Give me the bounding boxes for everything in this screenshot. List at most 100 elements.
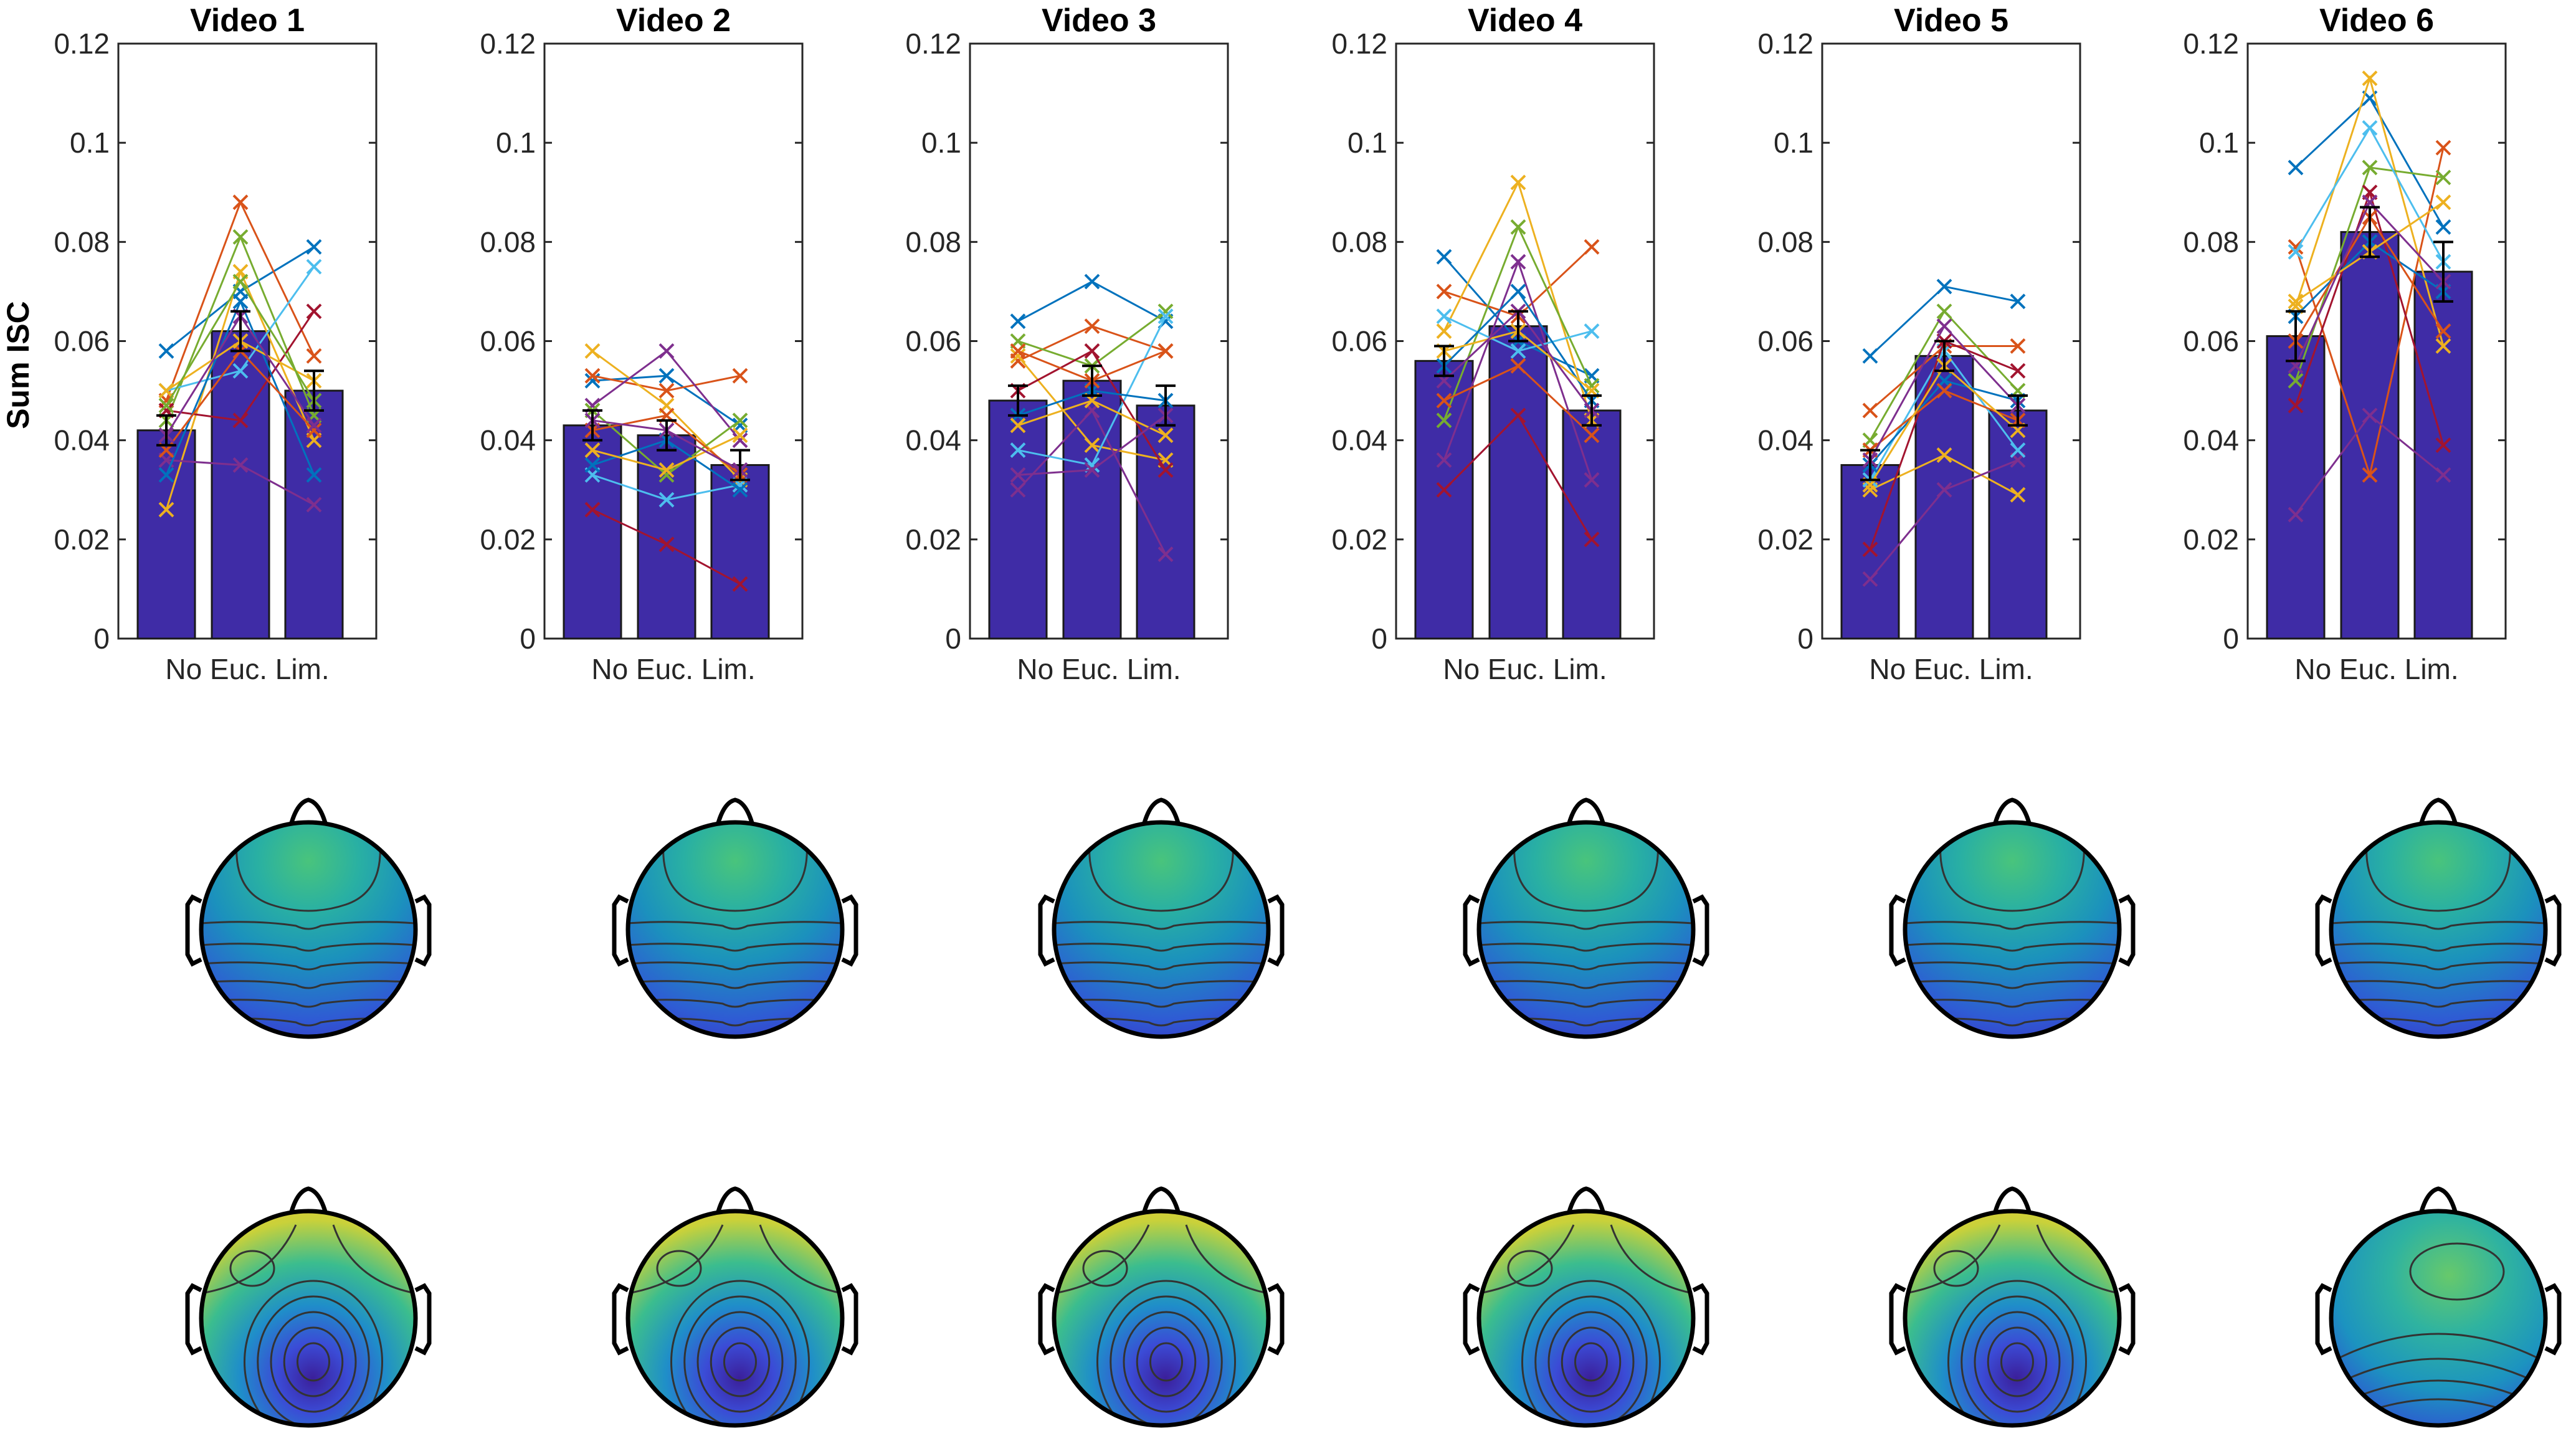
head-outline: [199, 820, 418, 1039]
subject-marker: [658, 368, 675, 384]
y-tick-label: 0.08: [54, 226, 110, 258]
panel-title: Video 3: [1042, 2, 1156, 39]
subject-marker: [306, 497, 322, 513]
subject-marker: [732, 412, 748, 429]
subject-marker: [584, 368, 601, 384]
left-ear: [1463, 1283, 1480, 1356]
subject-marker: [158, 502, 174, 518]
topoplot-spatial-filter: [1463, 1186, 1709, 1428]
right-ear: [1267, 1283, 1285, 1356]
y-tick-label: 0.02: [480, 523, 536, 556]
subject-marker: [2288, 244, 2304, 260]
subject-marker: [658, 462, 675, 478]
subject-marker: [2288, 159, 2304, 176]
y-tick-label: 0.06: [2183, 325, 2239, 358]
right-ear: [1267, 894, 1285, 967]
bar-euc: [1488, 325, 1548, 640]
y-tick-label: 0.1: [496, 126, 536, 159]
error-bar: [1508, 310, 1528, 343]
subject-line: [1017, 310, 1166, 367]
head-outline: [1052, 820, 1271, 1039]
y-axis-label: Sum ISC: [1, 301, 36, 429]
subject-marker: [158, 397, 174, 414]
subject-marker: [1436, 482, 1452, 498]
topoplot-forward-model: [2315, 797, 2562, 1039]
error-bar: [2286, 310, 2306, 363]
scalp-map: [201, 1211, 416, 1425]
scalp-map: [1054, 1211, 1268, 1425]
subject-marker: [2010, 338, 2026, 354]
subject-marker: [2362, 407, 2378, 424]
nose: [288, 1186, 328, 1214]
subject-marker: [1084, 318, 1100, 335]
subject-marker: [1436, 308, 1452, 325]
right-ear: [414, 894, 432, 967]
error-bar: [1434, 345, 1454, 378]
left-ear: [1038, 1283, 1055, 1356]
left-ear: [612, 894, 629, 967]
subject-marker: [584, 502, 601, 518]
subject-marker: [1862, 348, 1878, 364]
subject-marker: [2288, 373, 2304, 389]
y-tick-label: 0.02: [1331, 523, 1387, 556]
subject-marker: [1862, 541, 1878, 558]
contour-lines: [1479, 1224, 1693, 1425]
subject-marker: [1510, 174, 1526, 191]
bar-lim: [1988, 409, 2048, 640]
left-ear: [1889, 894, 1906, 967]
scalp-map: [2331, 1211, 2545, 1425]
subject-marker: [2435, 219, 2451, 235]
bar-chart-panel: Video 1 0 0.02 0.04 0.06 0.08 0.1 0.12 No Euc. L…: [54, 2, 378, 685]
subject-marker: [1157, 303, 1174, 320]
subject-marker: [2362, 120, 2378, 136]
subject-marker: [732, 368, 748, 384]
subject-marker: [1584, 378, 1600, 394]
error-bar: [2433, 240, 2453, 303]
topoplot-forward-model: [1889, 797, 2136, 1039]
y-tick-label: 0.02: [1757, 523, 1813, 556]
left-ear: [1038, 894, 1055, 967]
panel-title: Video 5: [1894, 2, 2008, 39]
contour-lines: [1905, 1224, 2119, 1425]
y-tick-label: 0.02: [2183, 523, 2239, 556]
subject-marker: [2010, 487, 2026, 503]
subject-marker: [584, 343, 601, 359]
subject-marker: [2288, 397, 2304, 414]
subject-marker: [1084, 343, 1100, 359]
error-bar: [2360, 206, 2380, 259]
nose: [288, 797, 328, 825]
subject-marker: [158, 467, 174, 483]
subject-marker: [1010, 343, 1026, 359]
left-ear: [185, 894, 202, 967]
y-tick-label: 0.12: [1757, 27, 1813, 60]
nose: [715, 797, 755, 825]
y-tick-label: 0.04: [54, 424, 110, 457]
left-ear: [1463, 894, 1480, 967]
subject-marker: [1084, 273, 1100, 290]
head-outline: [1476, 820, 1696, 1039]
nose: [1566, 797, 1606, 825]
panel-title: Video 4: [1468, 2, 1582, 39]
bar-no: [2266, 335, 2326, 640]
error-bar: [1860, 449, 1880, 482]
subject-marker: [2288, 293, 2304, 310]
y-tick-label: 0.04: [1757, 424, 1813, 457]
subject-marker: [1936, 318, 1952, 335]
y-tick-label: 0.12: [2183, 27, 2239, 60]
right-ear: [2544, 1283, 2562, 1356]
subject-marker: [1936, 278, 1952, 295]
subject-marker: [1157, 546, 1174, 563]
bar-no: [136, 429, 196, 640]
right-ear: [414, 1283, 432, 1356]
subject-marker: [1510, 254, 1526, 270]
subject-marker: [232, 229, 249, 245]
error-bar: [2008, 394, 2028, 427]
y-tick-label: 0.08: [905, 226, 961, 258]
subject-marker: [2010, 442, 2026, 458]
error-bar: [156, 414, 176, 447]
subject-marker: [306, 239, 322, 255]
subject-marker: [658, 536, 675, 553]
subject-line: [1017, 280, 1166, 322]
topoplot-spatial-filter: [2315, 1186, 2562, 1428]
